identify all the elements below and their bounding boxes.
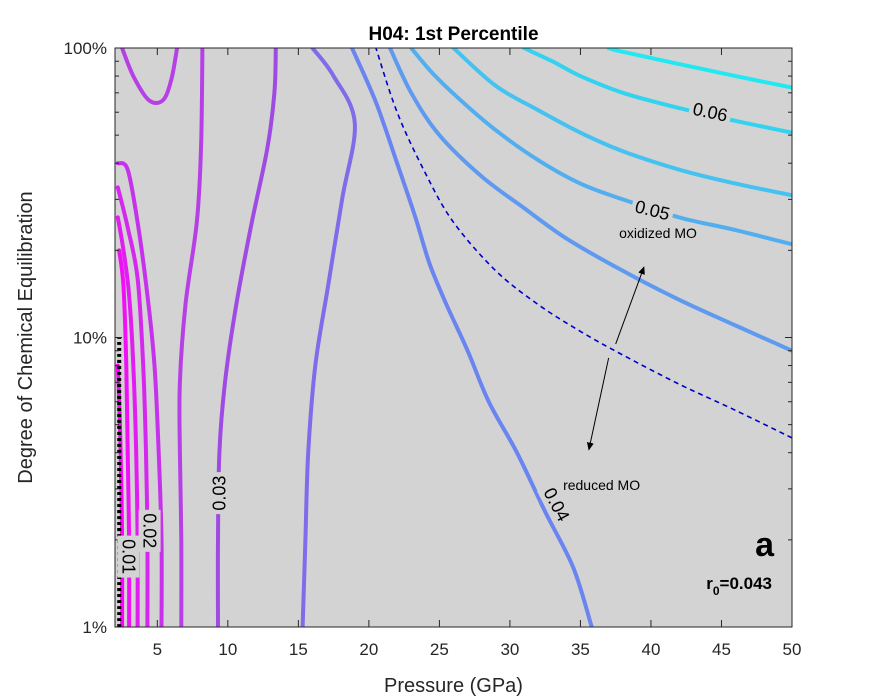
y-tick-label: 1% [82,618,107,637]
contour-label-backdrop [536,480,577,529]
contour-label-backdrop [687,97,734,128]
contour-label-group: 0.01 [117,535,140,578]
contour-label-backdrop [138,509,161,552]
panel-letter: a [755,526,775,564]
axis-ticks: 5 10 15 20 25 30 35 40 45 50 1% 10% 100% [64,39,802,659]
redox-boundary-dashed-line [375,48,792,439]
contour-line [120,48,180,106]
annotation-text: reduced MO [563,477,640,493]
x-tick-label: 5 [153,640,162,659]
plot-area [115,48,792,627]
contour-line [177,48,205,627]
contour-label-group: 0.02 [138,509,161,552]
x-tick-label: 40 [641,640,660,659]
y-tick-label: 100% [64,39,107,58]
contour-line [215,48,278,627]
contour-line [522,48,792,135]
contour-label-group: 0.06 [687,97,734,128]
y-axis-title: Degree of Chemical Equilibration [15,191,37,483]
x-axis-title: Pressure (GPa) [384,675,523,697]
contour-line [388,48,792,353]
contour-label-group: 0.03 [208,472,231,515]
x-tick-label: 30 [500,640,519,659]
contour-line [300,48,357,627]
contour-line [409,48,792,247]
contour-label-backdrop [629,194,676,227]
r0-value-label: r0=0.043 [706,574,772,598]
contour-labels: 0.010.020.03 0.040.050.06 [117,97,734,578]
chart-title: H04: 1st Percentile [368,24,538,45]
x-tick-label: 25 [430,640,449,659]
contour-label-backdrop [208,472,231,515]
r0-rest: =0.043 [720,574,772,593]
annotation-text: oxidized MO [619,225,697,241]
contour-label: 0.01 [118,539,138,574]
r0-base: r [706,574,713,593]
y-tick-label: 10% [73,329,107,348]
x-tick-label: 20 [359,640,378,659]
contour-line [350,48,594,627]
contour-line [115,161,164,627]
r0-subscript: 0 [713,584,720,598]
x-tick-label: 10 [218,640,237,659]
x-tick-label: 45 [712,640,731,659]
annotation-arrow [586,357,610,451]
contour-label: 0.03 [209,476,229,511]
overlay-lines [117,48,792,627]
x-tick-label: 15 [289,640,308,659]
x-tick-label: 50 [783,640,802,659]
contour-line [606,48,792,90]
contour-line [451,48,792,198]
x-tick-label: 35 [571,640,590,659]
contour-label-backdrop [117,535,140,578]
contour-label: 0.02 [140,513,160,548]
annotation-arrow [615,266,645,345]
annotations: oxidized MO reduced MO [563,225,697,493]
